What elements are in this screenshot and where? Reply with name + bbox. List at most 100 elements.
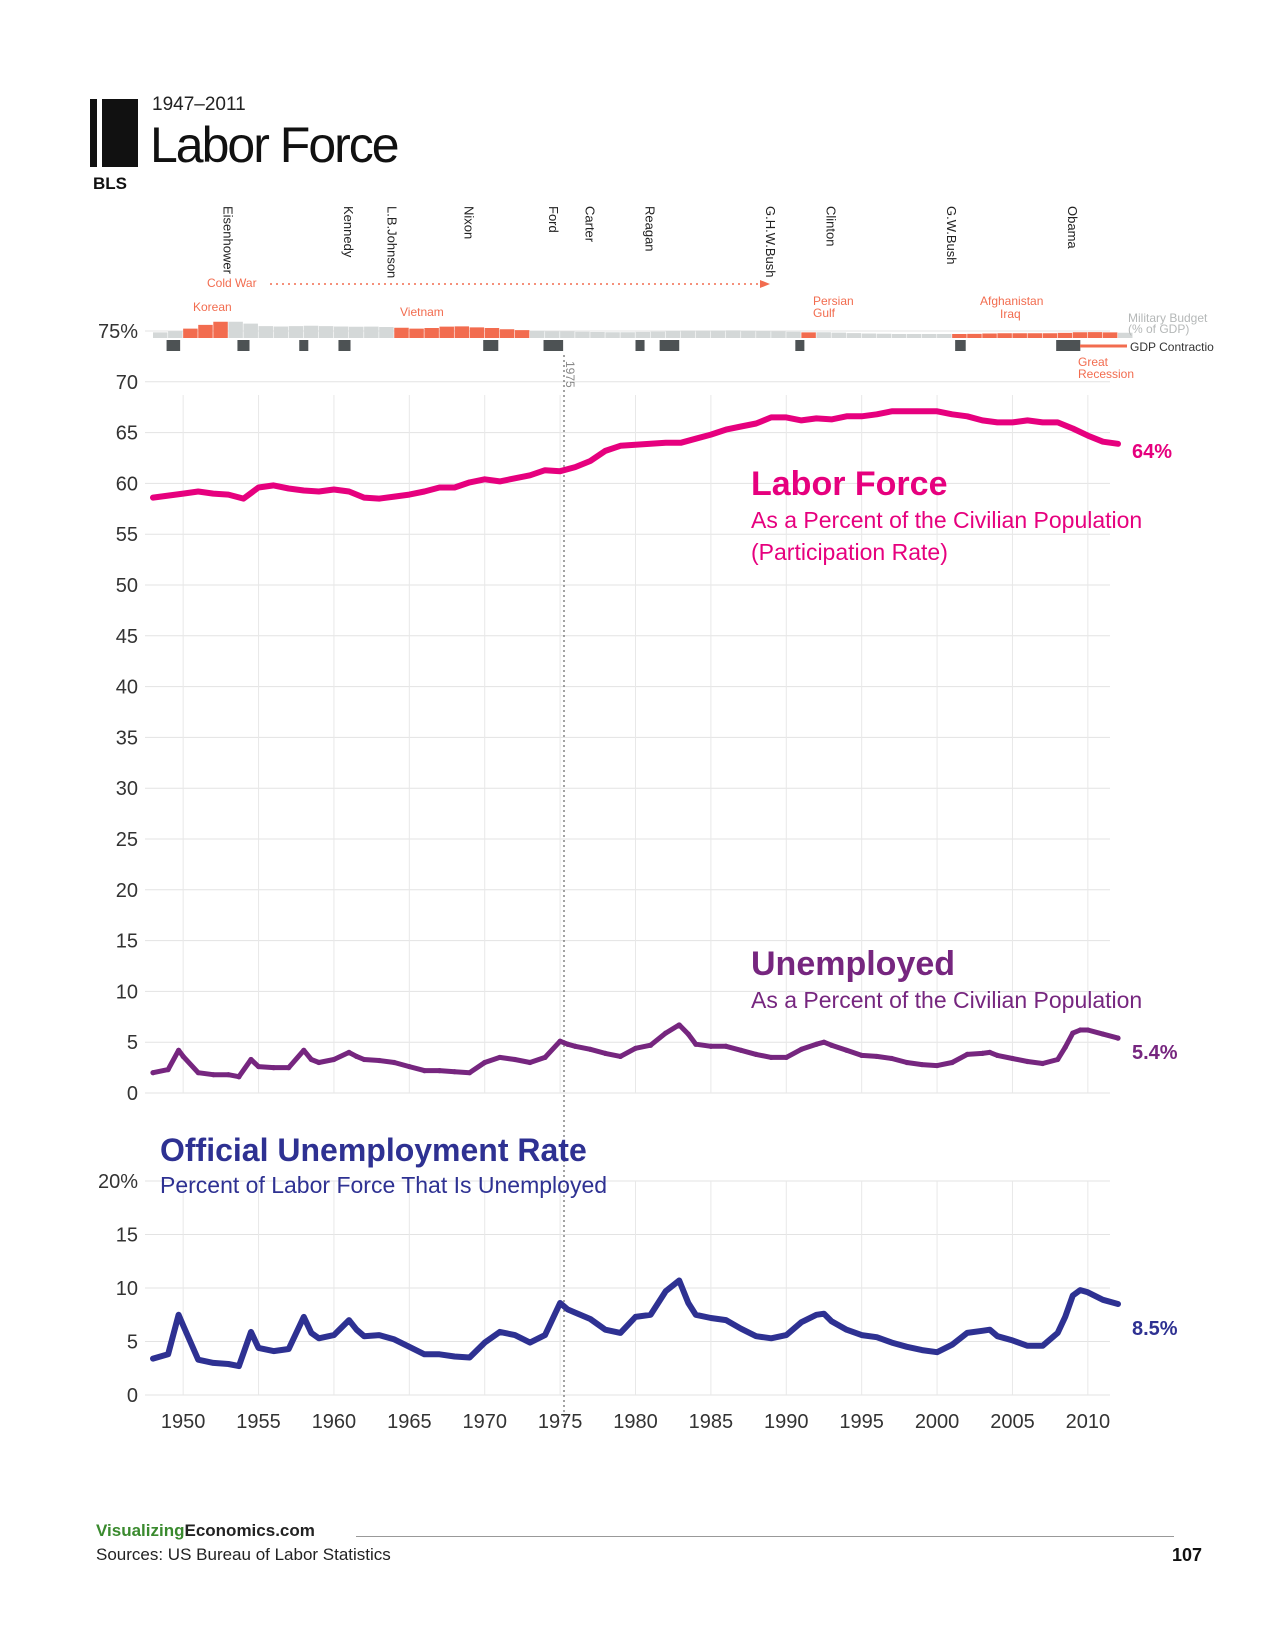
unemployed-point	[987, 1049, 993, 1055]
site-credit-black: Economics.com	[184, 1521, 315, 1540]
vietnam-war-label: Vietnam	[400, 305, 444, 319]
official-rate-point	[236, 1363, 242, 1369]
cold-war-arrow-head-icon	[760, 280, 770, 288]
official-rate-point	[783, 1332, 789, 1338]
military-budget-bar	[605, 332, 620, 338]
official-rate-point	[512, 1332, 518, 1338]
official-rate-point	[1040, 1343, 1046, 1349]
military-budget-bar	[756, 331, 771, 338]
source-tag: BLS	[93, 174, 127, 193]
x-tick-label: 1960	[312, 1411, 357, 1433]
military-budget-bar	[831, 332, 846, 338]
year-range: 1947–2011	[152, 94, 246, 115]
x-tick-label: 1980	[613, 1411, 658, 1433]
official-rate-point	[497, 1329, 503, 1335]
page-number: 107	[1172, 1545, 1203, 1565]
military-budget-bar	[213, 321, 228, 338]
gdp-contraction-label: GDP Contractio	[1130, 340, 1214, 354]
gdp-contraction-marker	[955, 340, 966, 351]
military-budget-bar	[620, 332, 635, 338]
military-budget-bar	[921, 334, 937, 338]
military-budget-bar	[590, 332, 605, 338]
upper-y-tick-label: 35	[116, 727, 138, 749]
lower-y-tick-label: 0	[127, 1385, 138, 1407]
labor-force-point	[421, 488, 428, 495]
labor-force-point	[240, 496, 247, 502]
military-budget-bar	[1118, 332, 1133, 338]
official-rate-point	[565, 1306, 571, 1312]
official-rate-point	[821, 1311, 827, 1317]
unemployed-point	[783, 1054, 789, 1061]
military-budget-bar	[786, 331, 801, 338]
unemployed-point	[1062, 1044, 1068, 1050]
book-logo-icon	[90, 99, 138, 167]
unemployed-point	[225, 1072, 231, 1078]
unemployed-point	[934, 1062, 940, 1069]
military-budget-bar	[816, 332, 831, 338]
president-label: Nixon	[462, 206, 477, 239]
unemployed-point	[1040, 1060, 1046, 1067]
unemployed-point	[572, 1043, 578, 1049]
labor-force-point	[1070, 425, 1076, 432]
official-rate-point	[210, 1360, 216, 1366]
official-rate-point	[406, 1344, 412, 1350]
official-rate-point	[1024, 1343, 1031, 1349]
labor-force-point	[632, 442, 639, 448]
site-credit: VisualizingEconomics.com	[96, 1521, 315, 1541]
unemployed-subtitle: As a Percent of the Civilian Population	[751, 987, 1142, 1013]
labor-force-point	[964, 413, 970, 419]
official-rate-point	[617, 1330, 624, 1336]
official-rate-point	[255, 1345, 262, 1351]
military-budget-bar	[484, 328, 500, 338]
military-budget-bar	[228, 321, 243, 338]
labor-force-point	[693, 436, 699, 442]
unemployed-point	[617, 1053, 624, 1060]
labor-force-point	[617, 443, 624, 449]
labor-force-point	[602, 448, 608, 454]
unemployed-point	[467, 1070, 473, 1076]
labor-force-point	[301, 487, 307, 494]
unemployed-point	[165, 1067, 171, 1073]
labor-force-point	[512, 475, 518, 481]
lower-y-tick-label: 5	[127, 1332, 138, 1354]
military-budget-bar	[741, 330, 756, 338]
unemployed-point	[236, 1074, 242, 1080]
military-budget-bar	[349, 326, 364, 338]
lower-y-tick-label: 20%	[98, 1171, 138, 1193]
labor-force-point	[859, 413, 865, 419]
x-tick-label: 1955	[236, 1411, 281, 1433]
x-tick-label: 2010	[1066, 1411, 1111, 1433]
military-budget-bar	[710, 330, 726, 338]
official-rate-point	[768, 1335, 774, 1341]
official-rate-point	[859, 1332, 865, 1338]
official-rate-point	[557, 1300, 563, 1306]
unemployed-point	[821, 1039, 827, 1045]
context-bands: Cold War Korean Vietnam Persian Gulf Afg…	[153, 276, 1214, 381]
unemployed-title: Unemployed	[751, 945, 955, 983]
unemployed-point	[286, 1065, 292, 1071]
labor-force-point	[738, 423, 744, 430]
official-rate-point	[979, 1328, 985, 1334]
official-rate-point	[1070, 1292, 1076, 1299]
unemployed-point	[685, 1031, 691, 1037]
official-rate-point	[602, 1327, 608, 1333]
unemployed-point	[353, 1053, 360, 1060]
official-rate-point	[451, 1353, 458, 1360]
official-rate-point	[647, 1312, 654, 1318]
labor-force-point	[828, 416, 835, 422]
upper-y-tick-label: 30	[116, 778, 138, 800]
labor-force-point	[994, 419, 1000, 426]
labor-force-point	[798, 417, 804, 424]
labor-force-point	[678, 440, 684, 446]
labor-force-point	[542, 467, 548, 473]
military-budget-bar	[771, 331, 786, 338]
unemployed-point	[738, 1047, 744, 1053]
labor-force-point	[572, 464, 578, 470]
official-rate-point	[482, 1339, 488, 1346]
unemployed-point	[557, 1038, 563, 1044]
official-rate-point	[994, 1333, 1000, 1339]
upper-y-tick-label: 55	[116, 524, 138, 546]
labor-force-point	[889, 408, 895, 414]
labor-force-point	[271, 482, 277, 489]
official-rate-point	[874, 1334, 880, 1340]
